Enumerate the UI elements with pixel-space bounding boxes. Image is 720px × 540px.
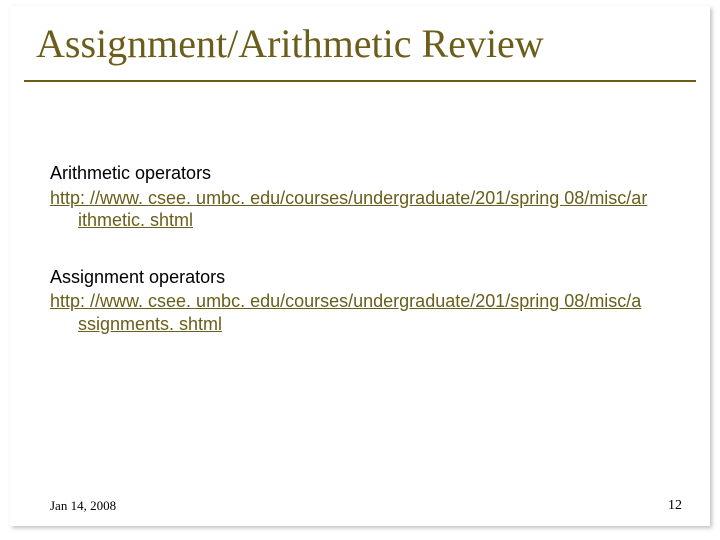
section-label: Assignment operators: [50, 266, 678, 289]
arithmetic-link[interactable]: http: //www. csee. umbc. edu/courses/und…: [50, 187, 678, 232]
link-text-line1: http: //www. csee. umbc. edu/courses/und…: [50, 291, 641, 311]
assignment-link[interactable]: http: //www. csee. umbc. edu/courses/und…: [50, 290, 678, 335]
slide: Assignment/Arithmetic Review Arithmetic …: [0, 0, 720, 540]
section-assignment: Assignment operators http: //www. csee. …: [50, 266, 678, 336]
section-label: Arithmetic operators: [50, 162, 678, 185]
footer-page-number: 12: [668, 498, 682, 514]
slide-body: Arithmetic operators http: //www. csee. …: [50, 162, 678, 369]
link-text-line2: ithmetic. shtml: [50, 209, 678, 232]
link-text-line2: ssignments. shtml: [50, 313, 678, 336]
title-underline: [24, 80, 696, 82]
footer-date: Jan 14, 2008: [50, 498, 116, 514]
section-arithmetic: Arithmetic operators http: //www. csee. …: [50, 162, 678, 232]
slide-frame: Assignment/Arithmetic Review Arithmetic …: [10, 6, 710, 526]
slide-title: Assignment/Arithmetic Review: [36, 22, 684, 66]
link-text-line1: http: //www. csee. umbc. edu/courses/und…: [50, 188, 647, 208]
